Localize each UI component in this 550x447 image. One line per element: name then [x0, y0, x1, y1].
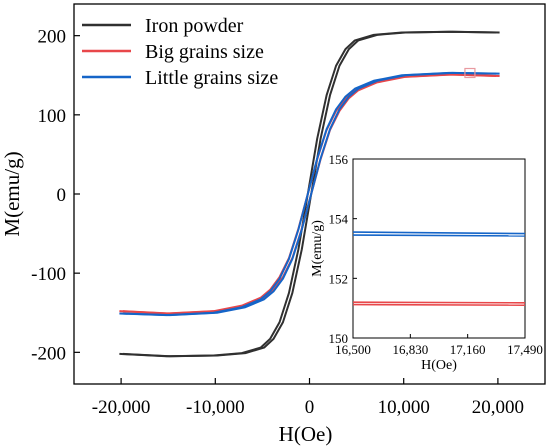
- inset-y-tick-label: 152: [329, 271, 349, 286]
- y-tick-label: -100: [31, 264, 66, 285]
- inset-series-line-big-grains-size-lower-branch: [352, 303, 526, 306]
- inset-series-line-little-grains-size-lower-branch: [352, 234, 526, 237]
- y-tick-label: 0: [57, 185, 67, 206]
- legend: Iron powder Big grains size Little grains …: [82, 15, 278, 89]
- inset-x-tick-label: 17,160: [450, 342, 486, 357]
- x-tick-label: -20,000: [92, 397, 151, 418]
- y-tick-label: 200: [38, 27, 67, 48]
- x-axis-label: H(Oe): [279, 422, 333, 446]
- x-tick-label: 10,000: [378, 397, 430, 418]
- inset-y-axis-label: M(emu/g): [310, 220, 325, 277]
- zoom-region-box: [464, 67, 476, 79]
- inset-y-tick-label: 156: [329, 152, 349, 167]
- inset-series-line-big-grains-size-upper-branch: [352, 301, 526, 304]
- inset-y-tick-label: 150: [329, 331, 349, 346]
- y-tick-label: -200: [31, 343, 66, 364]
- x-tick-label: 0: [305, 397, 315, 418]
- inset-series-line-little-grains-size-upper-branch: [352, 231, 526, 235]
- main-plot: -20,000 -10,000 0 10,000 20,000 -200 -100 0 100 2…: [0, 3, 546, 446]
- legend-label-big-grains-size: Big grains size: [145, 41, 264, 63]
- inset-y-tick-label: 154: [329, 212, 349, 227]
- series-line-little-grains-size-lower: [119, 71, 497, 317]
- inset-x-tick-label: 16,830: [392, 342, 428, 357]
- inset-x-tick-label: 17,490: [507, 342, 543, 357]
- x-tick-label: 20,000: [472, 397, 524, 418]
- legend-label-little-grains-size: Little grains size: [145, 67, 278, 89]
- y-tick-label: 100: [38, 106, 67, 127]
- inset-x-tick-label: 16,500: [335, 342, 371, 357]
- inset-plot: 16,500 16,830 17,160 17,490 150 152 154 156 H(Oe…: [310, 152, 543, 373]
- legend-label-iron-powder: Iron powder: [145, 15, 244, 37]
- y-axis-label: M(emu/g): [0, 151, 24, 236]
- x-tick-label: -10,000: [186, 397, 245, 418]
- inset-frame: [352, 158, 526, 339]
- inset-x-axis-label: H(Oe): [421, 358, 457, 373]
